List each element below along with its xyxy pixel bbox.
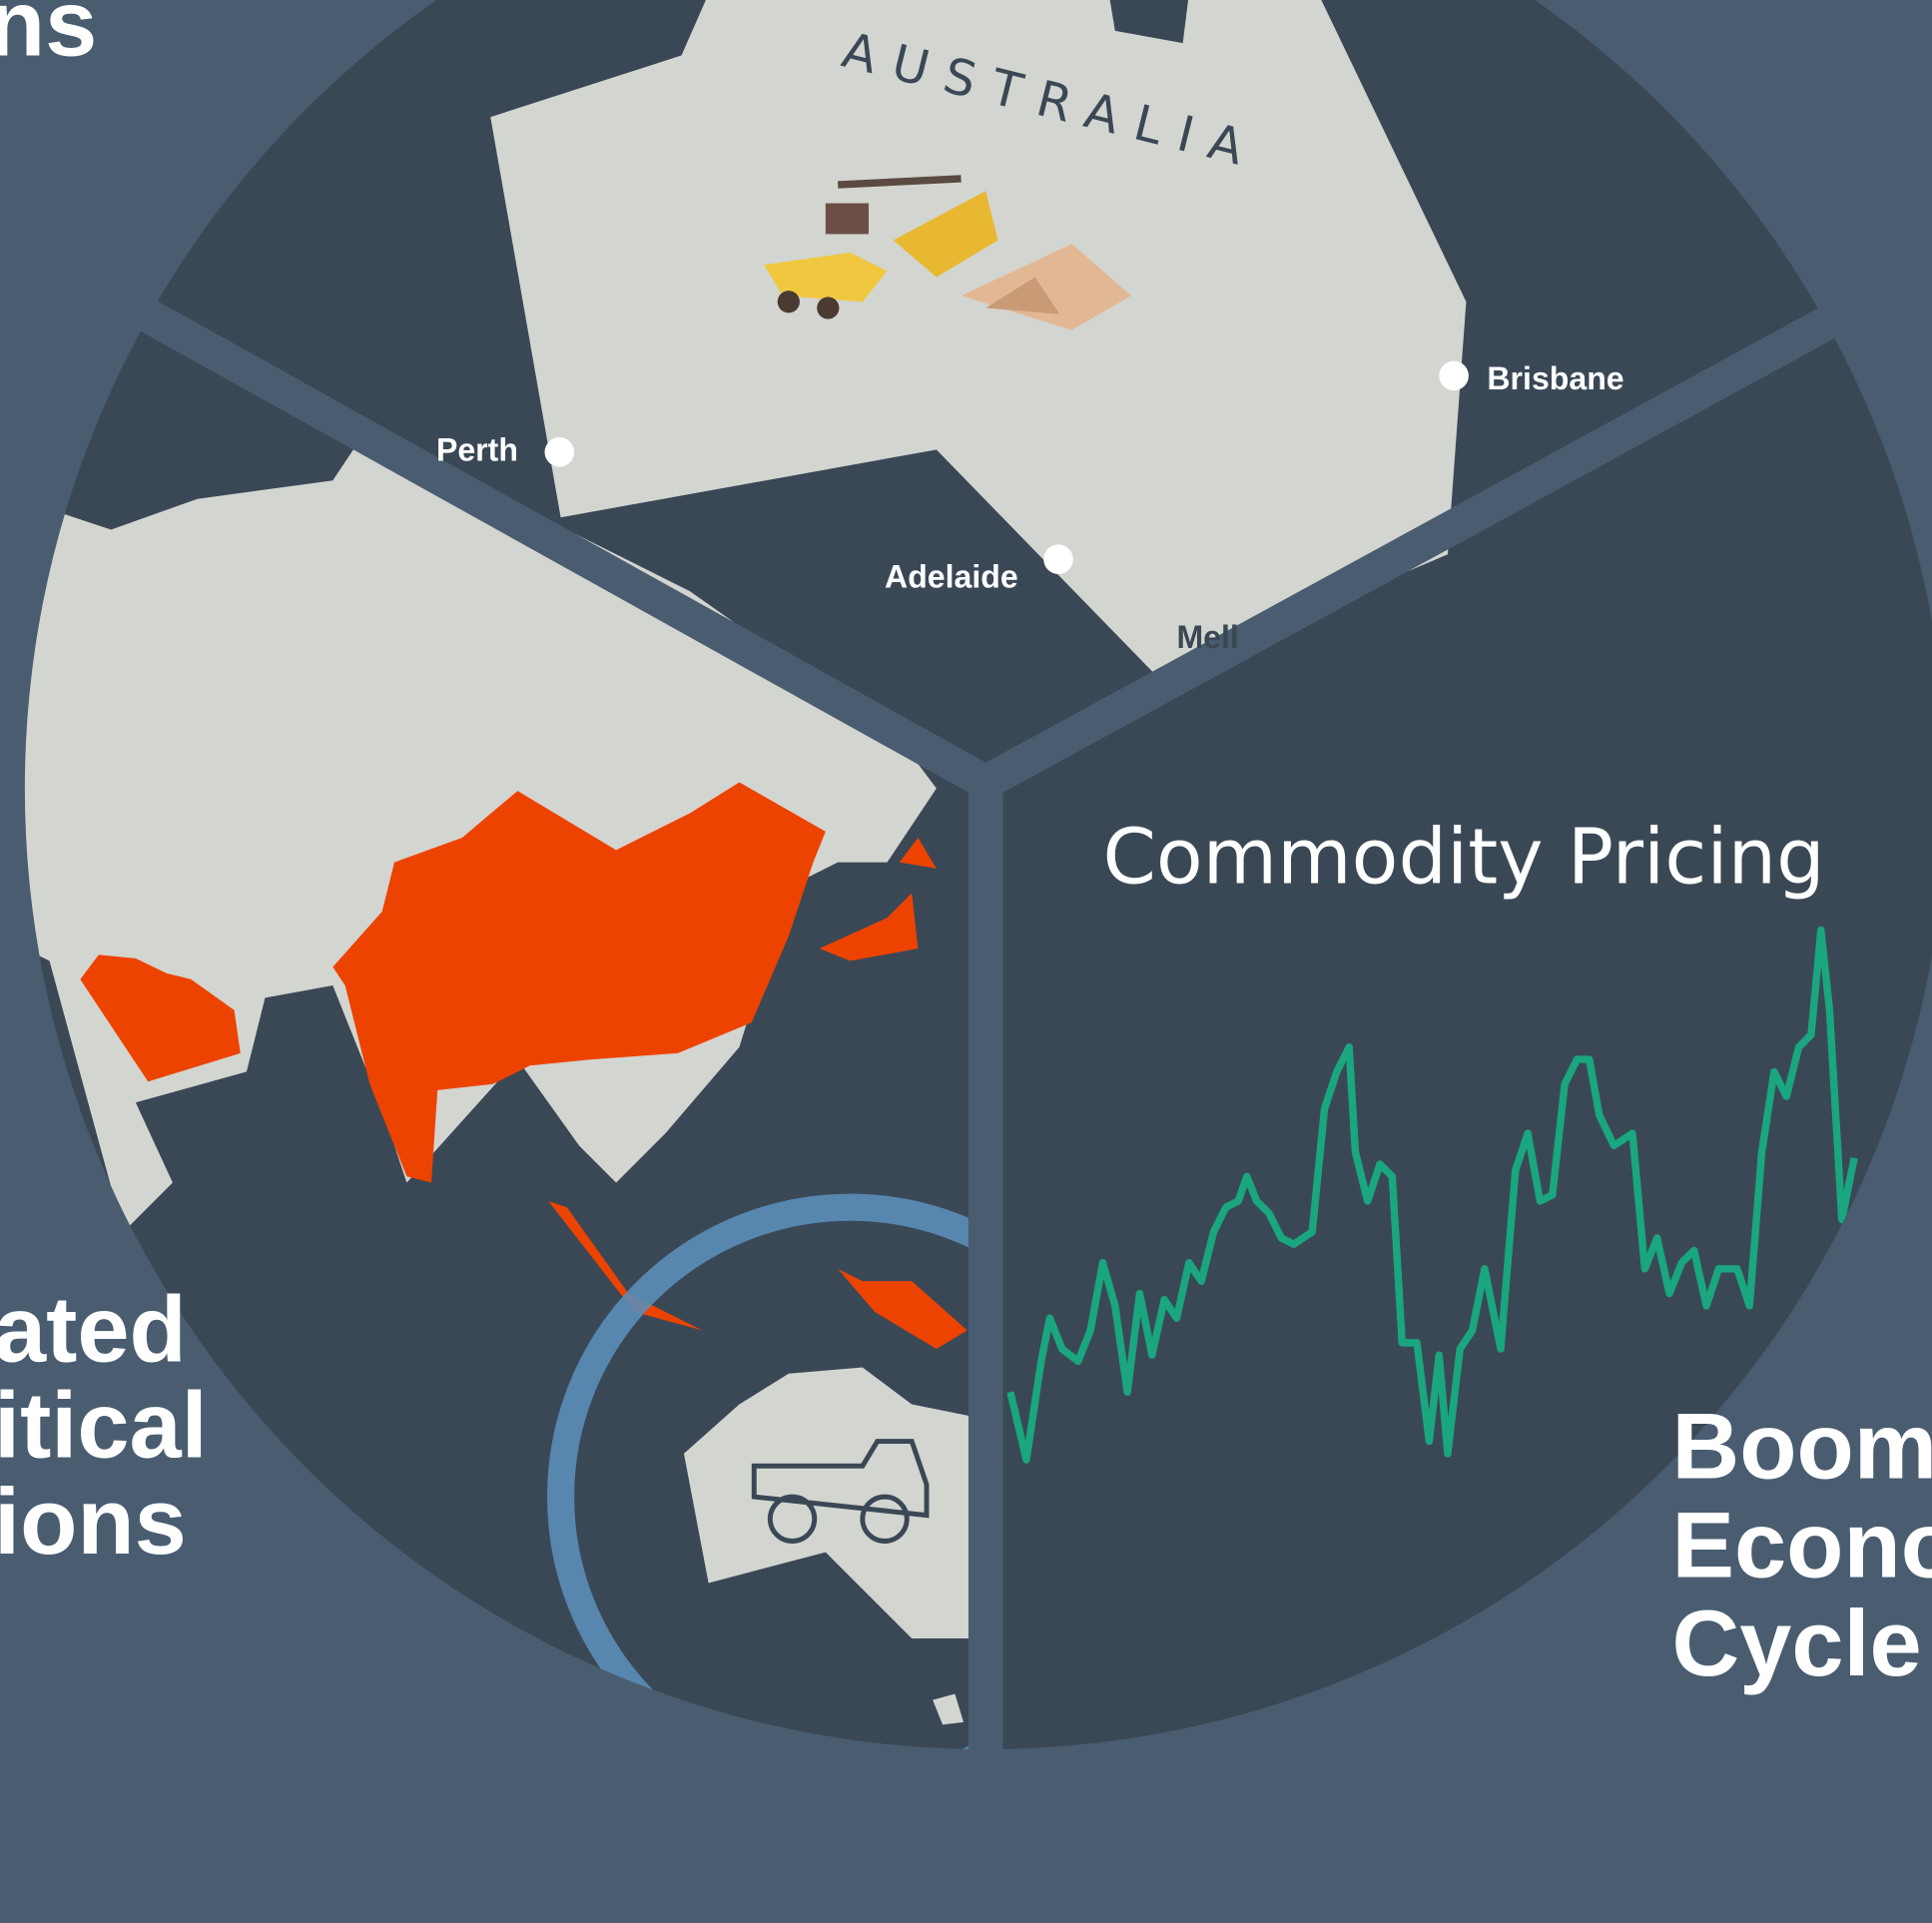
left-label: itical [0, 1373, 208, 1478]
city-label: Mell [1176, 619, 1238, 655]
city-dot [545, 437, 575, 467]
left-label: ated [0, 1276, 187, 1381]
commodity-title: Commodity Pricing [1102, 814, 1824, 903]
city-label: Adelaide [885, 559, 1018, 595]
city-dot [1439, 361, 1469, 391]
city-label: Perth [436, 431, 518, 467]
left-label: ions [0, 1469, 187, 1574]
section-heading: ns [0, 0, 97, 76]
infographic: ns AUSTRALIA Perth Brisbane Adelaide Mel… [0, 0, 1932, 1923]
right-label: Econo [1671, 1492, 1932, 1597]
city-label: Brisbane [1487, 360, 1623, 396]
city-dot [1043, 544, 1073, 574]
page: ns AUSTRALIA Perth Brisbane Adelaide Mel… [0, 0, 1932, 1923]
right-label: Cycle [1671, 1591, 1921, 1695]
right-label: Boom [1671, 1394, 1932, 1499]
